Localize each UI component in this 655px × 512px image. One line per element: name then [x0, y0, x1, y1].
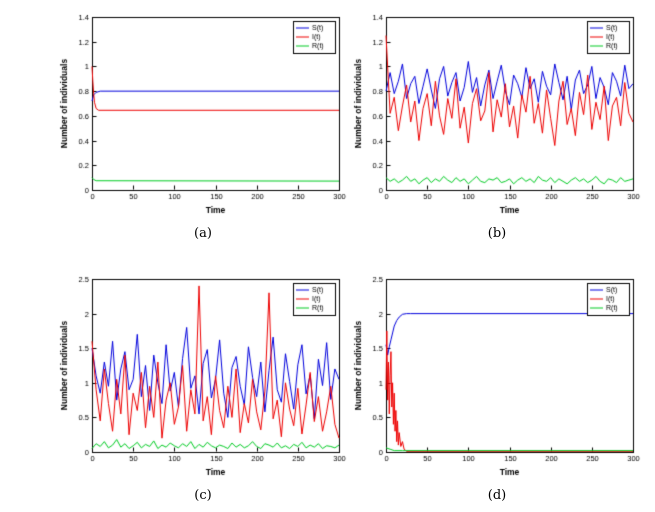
- subplot-caption-b: (b): [487, 226, 507, 241]
- chart-d-canvas: [352, 270, 642, 482]
- subplot-caption-d: (d): [487, 488, 507, 503]
- subplot-c: (c): [58, 270, 348, 503]
- chart-a-canvas: [58, 8, 348, 220]
- subplot-a: (a): [58, 8, 348, 241]
- subplot-caption-c: (c): [194, 488, 212, 503]
- subplot-caption-a: (a): [194, 226, 212, 241]
- chart-c-canvas: [58, 270, 348, 482]
- chart-b-canvas: [352, 8, 642, 220]
- subplot-b: (b): [352, 8, 642, 241]
- subplot-d: (d): [352, 270, 642, 503]
